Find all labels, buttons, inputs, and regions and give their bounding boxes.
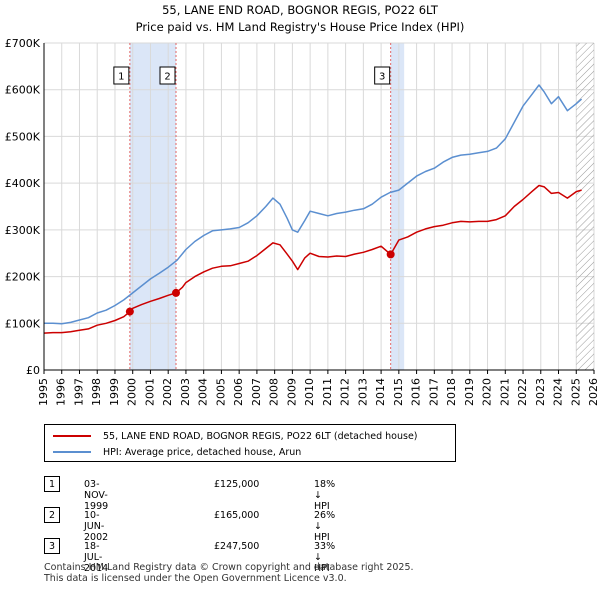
forecast-hatch	[576, 43, 594, 370]
sale-point	[125, 307, 134, 316]
x-tick-label: 2015	[392, 378, 405, 406]
x-tick-label: 2006	[232, 378, 245, 406]
y-tick-label: £700K	[5, 37, 41, 50]
legend-item-property: 55, LANE END ROAD, BOGNOR REGIS, PO22 6L…	[53, 429, 418, 443]
x-tick-label: 2012	[339, 378, 352, 406]
chart-title: 55, LANE END ROAD, BOGNOR REGIS, PO22 6L…	[162, 3, 438, 17]
x-tick-label: 2019	[463, 378, 476, 406]
x-tick-label: 2022	[516, 378, 529, 406]
transaction-number: 2	[44, 507, 60, 523]
x-tick-label: 2003	[179, 378, 192, 406]
x-tick-label: 2002	[161, 378, 174, 406]
x-tick-label: 2018	[445, 378, 458, 406]
sale-number-box	[113, 66, 130, 85]
transaction-price: £165,000	[214, 510, 260, 521]
x-tick-label: 2005	[214, 378, 227, 406]
y-tick-label: £200K	[5, 271, 41, 284]
x-tick-label: 2020	[481, 378, 494, 406]
x-tick-label: 2024	[552, 378, 565, 406]
chart-plot: 1 2 3 £0 £100K £200K £300K £400K £500K £600K £700…	[5, 37, 600, 406]
sale-number-label: 1	[118, 72, 124, 83]
x-tick-label: 2026	[587, 378, 600, 406]
transaction-hpi-diff: 33% ↓ HPI	[314, 541, 336, 574]
transaction-number: 3	[44, 538, 60, 554]
footer: Contains HM Land Registry data © Crown c…	[44, 562, 414, 584]
legend-swatch-hpi	[53, 451, 91, 453]
x-tick-label: 2000	[126, 378, 139, 406]
x-tick-label: 2023	[534, 378, 547, 406]
transaction-hpi-diff: 18% ↓ HPI	[314, 479, 336, 512]
transaction-date: 18-JUL-2014	[84, 541, 109, 574]
y-tick-label: £500K	[5, 130, 41, 143]
x-tick-label: 2004	[197, 378, 210, 406]
x-tick-label: 2017	[427, 378, 440, 406]
x-tick-label: 1996	[55, 378, 68, 406]
transaction-date: 10-JUN-2002	[84, 510, 109, 543]
transaction-price: £247,500	[214, 541, 260, 552]
x-tick-label: 2010	[303, 378, 316, 406]
x-tick-label: 2025	[569, 378, 582, 406]
transaction-number: 1	[44, 476, 60, 492]
x-tick-label: 2016	[410, 378, 423, 406]
x-tick-label: 2021	[498, 378, 511, 406]
x-tick-label: 2011	[321, 378, 334, 406]
x-tick-label: 2007	[250, 378, 263, 406]
x-tick-label: 1997	[72, 378, 85, 406]
sale-period-shade	[390, 43, 405, 370]
transaction-date: 03-NOV-1999	[84, 479, 109, 512]
legend-swatch-property	[53, 435, 91, 437]
y-tick-label: £300K	[5, 224, 41, 237]
sale-point	[172, 288, 180, 297]
legend: 55, LANE END ROAD, BOGNOR REGIS, PO22 6L…	[44, 424, 456, 462]
sale-number-label: 3	[379, 72, 385, 83]
x-tick-label: 1999	[108, 378, 121, 406]
sale-number-box	[374, 66, 391, 85]
sale-number-box	[159, 66, 176, 85]
x-tick-label: 2009	[285, 378, 298, 406]
legend-item-hpi: HPI: Average price, detached house, Arun	[53, 445, 301, 459]
y-tick-label: £100K	[5, 317, 41, 330]
x-tick-label: 2001	[143, 378, 156, 406]
y-tick-label: £400K	[5, 177, 41, 190]
legend-label-hpi: HPI: Average price, detached house, Arun	[103, 446, 302, 458]
x-tick-label: 2014	[374, 378, 387, 406]
x-tick-label: 1995	[37, 378, 50, 406]
x-tick-label: 2008	[268, 378, 281, 406]
footer-license: This data is licensed under the Open Gov…	[44, 573, 347, 584]
x-tick-label: 2013	[356, 378, 369, 406]
chart-subtitle: Price paid vs. HM Land Registry's House …	[135, 20, 465, 34]
transaction-hpi-diff: 26% ↓ HPI	[314, 510, 336, 543]
y-tick-label: £600K	[5, 84, 41, 97]
sale-period-shade	[129, 43, 176, 370]
legend-label-property: 55, LANE END ROAD, BOGNOR REGIS, PO22 6L…	[103, 430, 418, 442]
x-tick-label: 1998	[90, 378, 103, 406]
y-tick-label: £0	[26, 364, 40, 377]
sale-point	[386, 250, 395, 259]
sale-number-label: 2	[164, 72, 170, 83]
hpi-line	[44, 84, 583, 325]
transaction-price: £125,000	[214, 479, 260, 490]
footer-copyright: Contains HM Land Registry data © Crown c…	[44, 562, 414, 573]
property-price-line	[43, 184, 582, 334]
